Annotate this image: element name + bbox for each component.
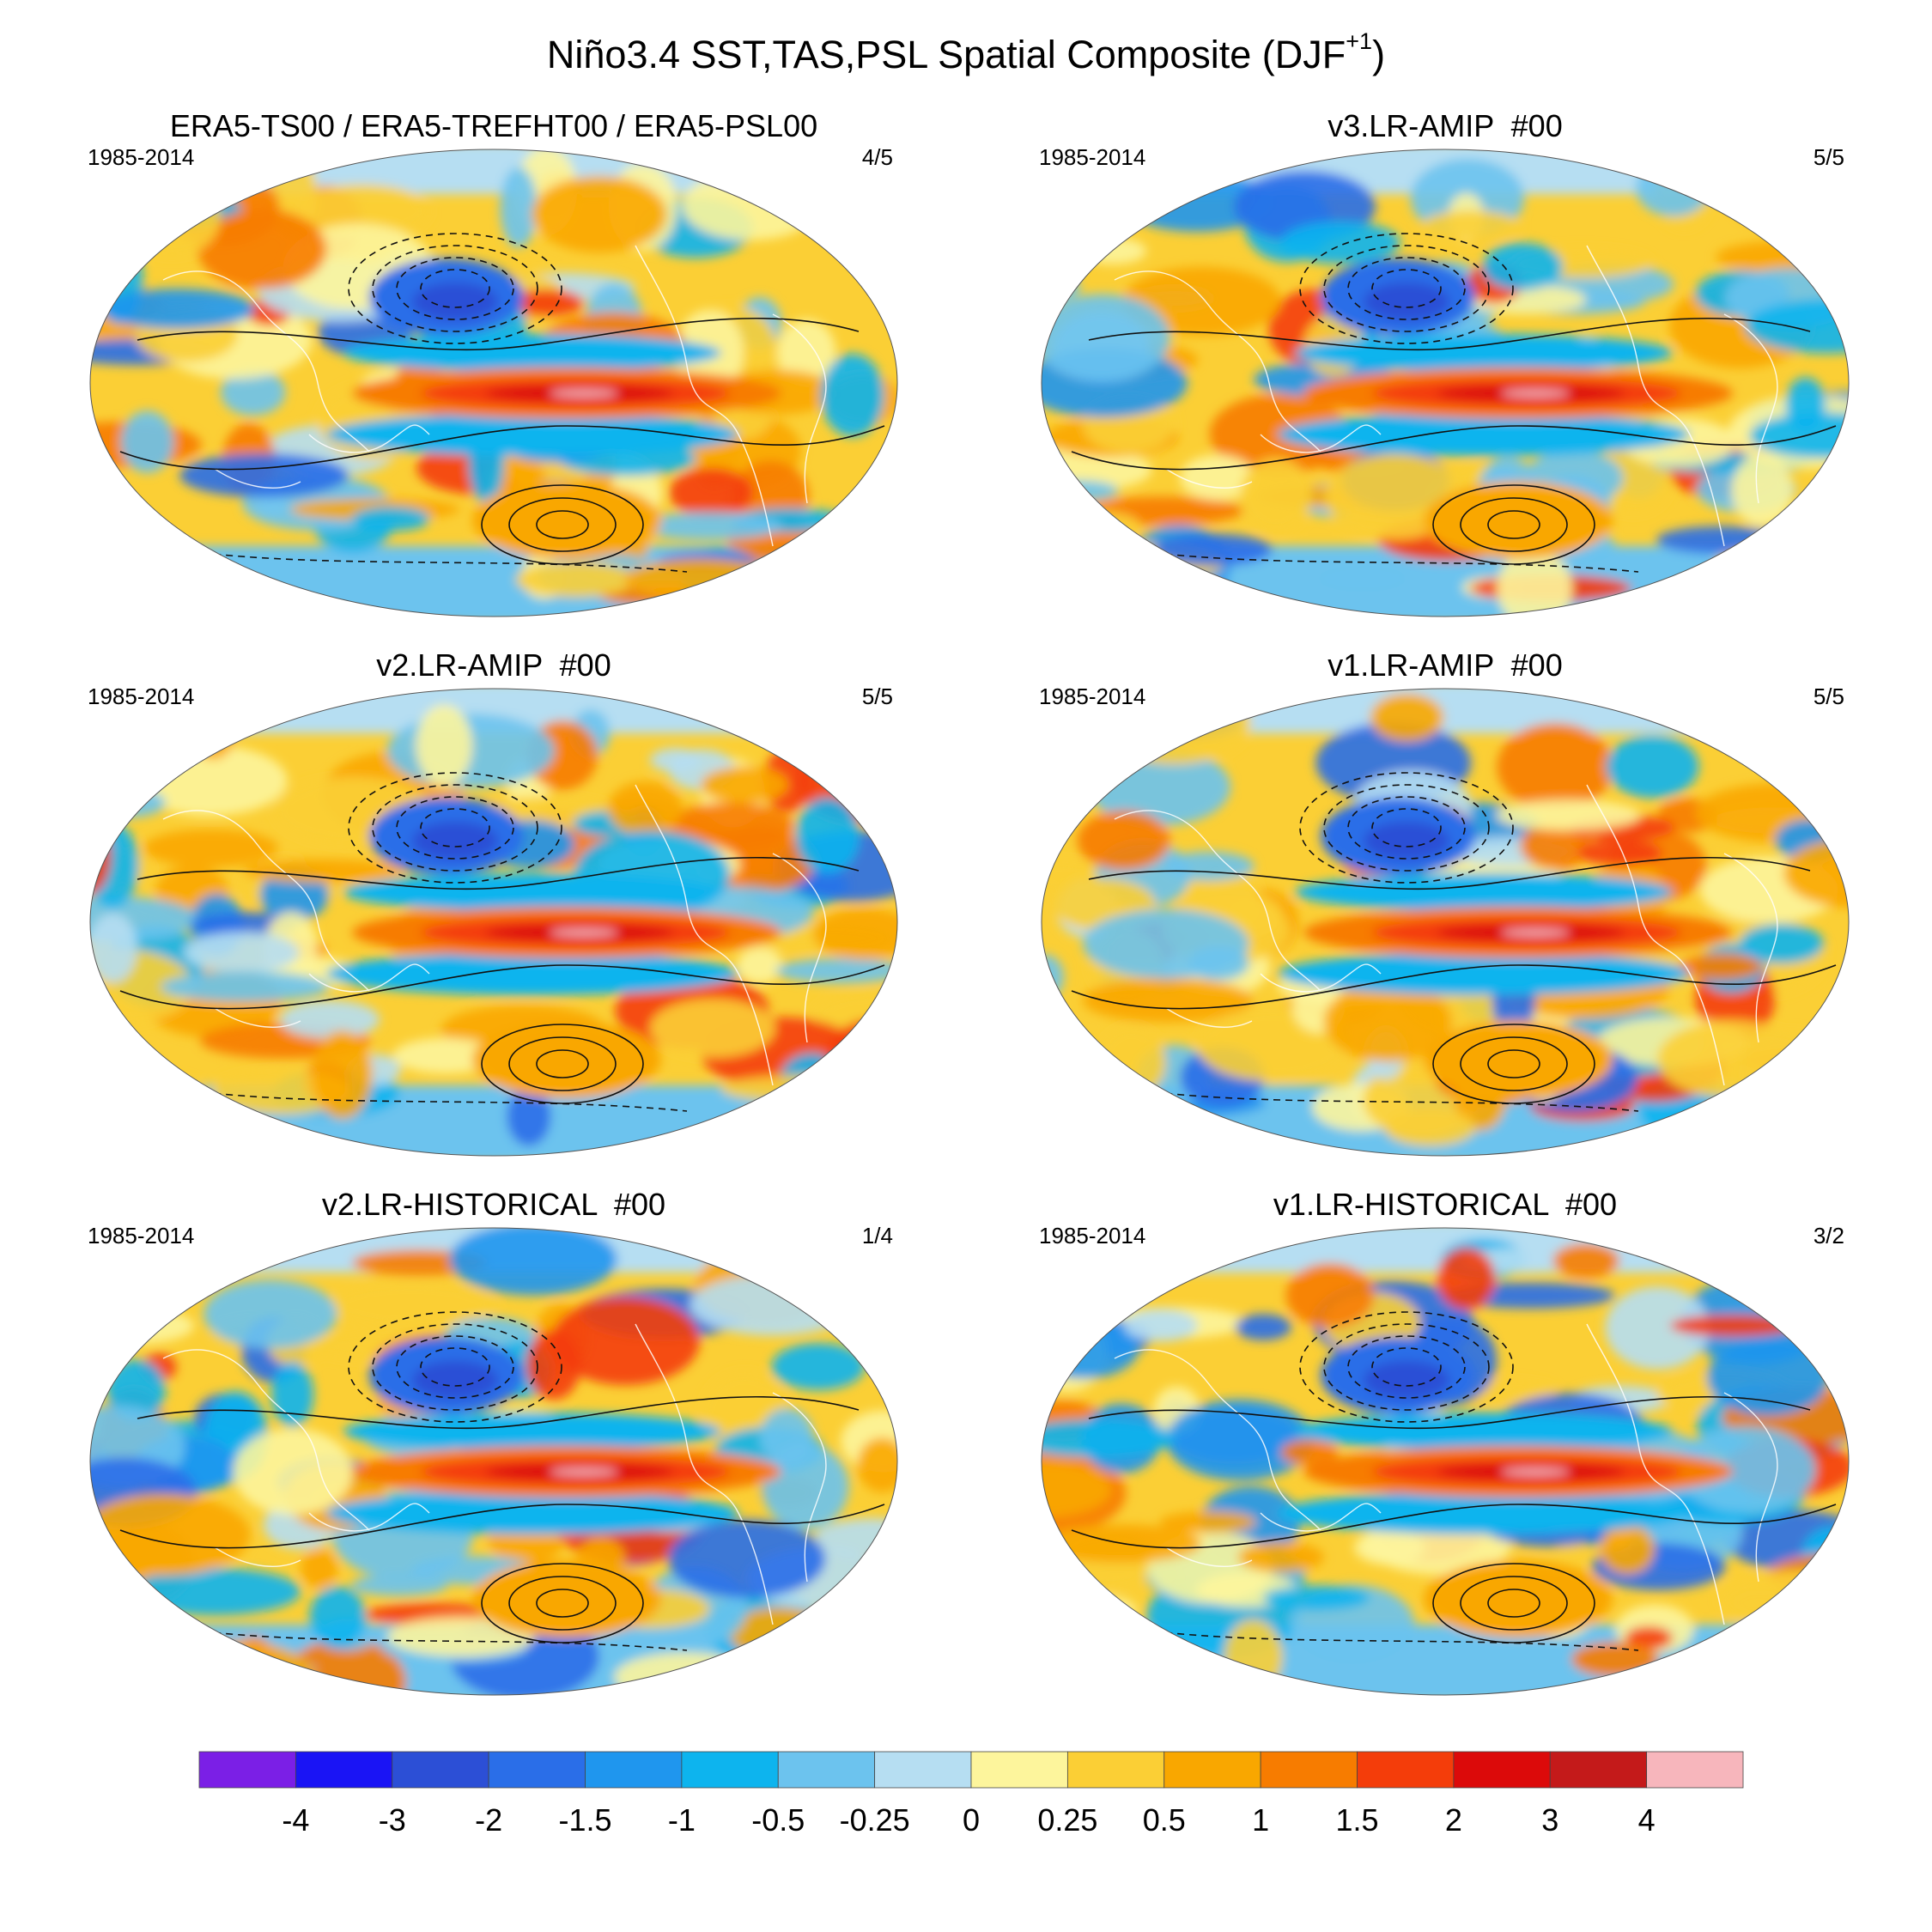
panel-period: 1985-2014: [1039, 683, 1146, 709]
panel-period: 1985-2014: [88, 683, 195, 709]
colorbar-swatch: [1357, 1751, 1455, 1789]
colorbar-tick-label: -2: [475, 1802, 502, 1838]
map-panel-v3-amip: v3.LR-AMIP #00 1985-2014 5/5: [1037, 108, 1853, 623]
colorbar-swatch: [681, 1751, 779, 1789]
colorbar-swatch: [392, 1751, 489, 1789]
colorbar-swatch: [970, 1751, 1068, 1789]
colorbar-swatch: [198, 1751, 296, 1789]
colorbar-tick-label: 0.25: [1037, 1802, 1097, 1838]
colorbar-swatch: [585, 1751, 683, 1789]
panel-period: 1985-2014: [88, 144, 195, 170]
colorbar-swatch: [1066, 1751, 1165, 1789]
colorbar-tick-label: 1.5: [1335, 1802, 1378, 1838]
colorbar-tick-label: 3: [1541, 1802, 1558, 1838]
colorbar-swatch: [1549, 1751, 1648, 1789]
map-panel-v2-historical: v2.LR-HISTORICAL #00 1985-2014 1/4: [86, 1187, 902, 1702]
colorbar-tick-label: 0: [963, 1802, 980, 1838]
map-panel-v1-amip: v1.LR-AMIP #00 1985-2014 5/5: [1037, 647, 1853, 1163]
panel-count: 5/5: [861, 683, 893, 709]
world-map-composite: [89, 1227, 898, 1696]
panel-period: 1985-2014: [1039, 144, 1146, 170]
colorbar-tick-label: -1: [668, 1802, 696, 1838]
panel-count: 3/2: [1813, 1223, 1844, 1249]
panel-count: 1/4: [861, 1223, 893, 1249]
map-panel-v2-amip: v2.LR-AMIP #00 1985-2014 5/5: [86, 647, 902, 1163]
panel-title: v2.LR-AMIP #00: [376, 647, 611, 683]
colorbar-tick-label: -1.5: [558, 1802, 611, 1838]
colorbar-tick-label: 0.5: [1143, 1802, 1186, 1838]
panel-period: 1985-2014: [88, 1223, 195, 1249]
world-map-composite: [89, 149, 898, 617]
colorbar-swatch: [1163, 1751, 1261, 1789]
colorbar-swatch: [488, 1751, 586, 1789]
colorbar-swatch: [1453, 1751, 1551, 1789]
colorbar-tick-label: 1: [1252, 1802, 1269, 1838]
panel-title: v3.LR-AMIP #00: [1327, 108, 1563, 143]
colorbar-tick-label: 4: [1638, 1802, 1656, 1838]
world-map-composite: [1041, 1227, 1850, 1696]
panel-count: 4/5: [861, 144, 893, 170]
panel-count: 5/5: [1813, 683, 1844, 709]
world-map-composite: [1041, 688, 1850, 1157]
panel-title: v1.LR-HISTORICAL #00: [1273, 1187, 1618, 1222]
panel-period: 1985-2014: [1039, 1223, 1146, 1249]
colorbar-swatch: [777, 1751, 876, 1789]
world-map-composite: [89, 688, 898, 1157]
map-panel-v1-historical: v1.LR-HISTORICAL #00 1985-2014 3/2: [1037, 1187, 1853, 1702]
panel-count: 5/5: [1813, 144, 1844, 170]
colorbar-tick-label: 2: [1445, 1802, 1462, 1838]
colorbar-swatch: [874, 1751, 972, 1789]
figure-title: Niño3.4 SST,TAS,PSL Spatial Composite (D…: [546, 28, 1386, 77]
colorbar-tick-label: -0.25: [840, 1802, 910, 1838]
colorbar-tick-label: -4: [282, 1802, 309, 1838]
colorbar-swatch: [1260, 1751, 1358, 1789]
panel-title: ERA5-TS00 / ERA5-TREFHT00 / ERA5-PSL00: [169, 108, 818, 143]
world-map-composite: [1041, 149, 1850, 617]
colorbar-tick-label: -3: [379, 1802, 406, 1838]
panel-title: v1.LR-AMIP #00: [1327, 647, 1563, 683]
colorbar-swatch: [295, 1751, 393, 1789]
panel-title: v2.LR-HISTORICAL #00: [321, 1187, 666, 1222]
colorbar-tick-label: -0.5: [751, 1802, 805, 1838]
map-panel-era5: ERA5-TS00 / ERA5-TREFHT00 / ERA5-PSL00 1…: [86, 108, 902, 623]
colorbar-swatch: [1646, 1751, 1744, 1789]
